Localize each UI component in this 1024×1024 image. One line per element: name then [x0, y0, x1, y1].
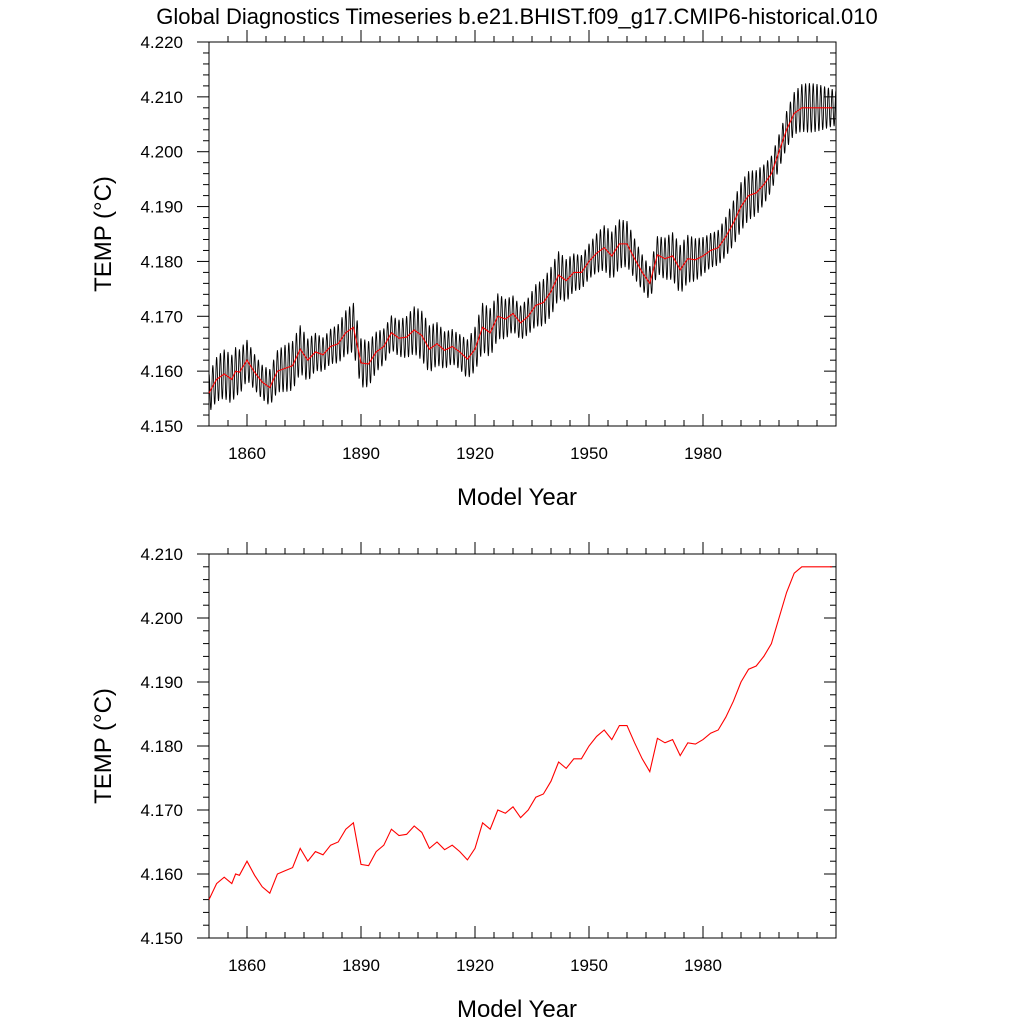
chart-title: Global Diagnostics Timeseries b.e21.BHIS…: [156, 4, 877, 29]
x-tick-label: 1920: [456, 444, 494, 463]
axis-ticks: [197, 542, 836, 939]
monthly-temperature-line: [208, 83, 837, 411]
x-tick-label: 1920: [456, 956, 494, 975]
top-timeseries-panel: Global Diagnostics Timeseries b.e21.BHIS…: [90, 4, 878, 511]
y-tick-label: 4.180: [140, 737, 183, 756]
tick-labels: 1860 1890 1920 1950 1980 4.150 4.160 4.170 4.180…: [140, 545, 721, 975]
y-tick-label: 4.190: [140, 673, 183, 692]
y-tick-label: 4.180: [140, 252, 183, 271]
x-tick-label: 1860: [228, 956, 266, 975]
annual-mean-temperature-line: [208, 107, 833, 394]
y-axis-label: TEMP (°C): [90, 176, 117, 292]
y-tick-label: 4.210: [140, 88, 183, 107]
x-tick-label: 1890: [342, 444, 380, 463]
y-tick-label: 4.160: [140, 865, 183, 884]
plot-frame: [208, 553, 837, 939]
x-tick-label: 1980: [684, 444, 722, 463]
y-tick-label: 4.170: [140, 801, 183, 820]
y-tick-label: 4.200: [140, 143, 183, 162]
y-tick-label: 4.200: [140, 609, 183, 628]
x-tick-label: 1950: [570, 444, 608, 463]
x-axis-label: Model Year: [457, 484, 577, 511]
plot-frame: [208, 41, 837, 427]
series-layer: [208, 83, 837, 411]
x-tick-label: 1890: [342, 956, 380, 975]
y-tick-label: 4.170: [140, 307, 183, 326]
x-axis-label: Model Year: [457, 996, 577, 1023]
y-tick-label: 4.150: [140, 417, 183, 436]
tick-labels: 1860 1890 1920 1950 1980 4.150 4.160 4.170 4.180…: [140, 33, 721, 463]
x-tick-label: 1860: [228, 444, 266, 463]
x-tick-label: 1950: [570, 956, 608, 975]
axis-ticks: [197, 30, 836, 427]
series-layer: [208, 566, 833, 900]
y-tick-label: 4.150: [140, 929, 183, 948]
x-tick-label: 1980: [684, 956, 722, 975]
bottom-timeseries-panel: Model Year TEMP (°C) 1860 1890 1920 1950 198…: [90, 542, 837, 1023]
y-tick-label: 4.220: [140, 33, 183, 52]
y-tick-label: 4.210: [140, 545, 183, 564]
y-tick-label: 4.190: [140, 198, 183, 217]
annual-mean-temperature-line: [208, 566, 833, 900]
y-tick-label: 4.160: [140, 362, 183, 381]
y-axis-label: TEMP (°C): [90, 688, 117, 804]
